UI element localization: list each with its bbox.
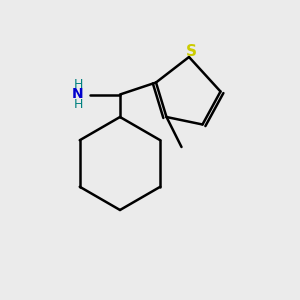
Text: H: H — [73, 98, 83, 111]
Text: H: H — [73, 78, 83, 92]
Text: S: S — [186, 44, 197, 59]
Text: N: N — [72, 88, 84, 101]
